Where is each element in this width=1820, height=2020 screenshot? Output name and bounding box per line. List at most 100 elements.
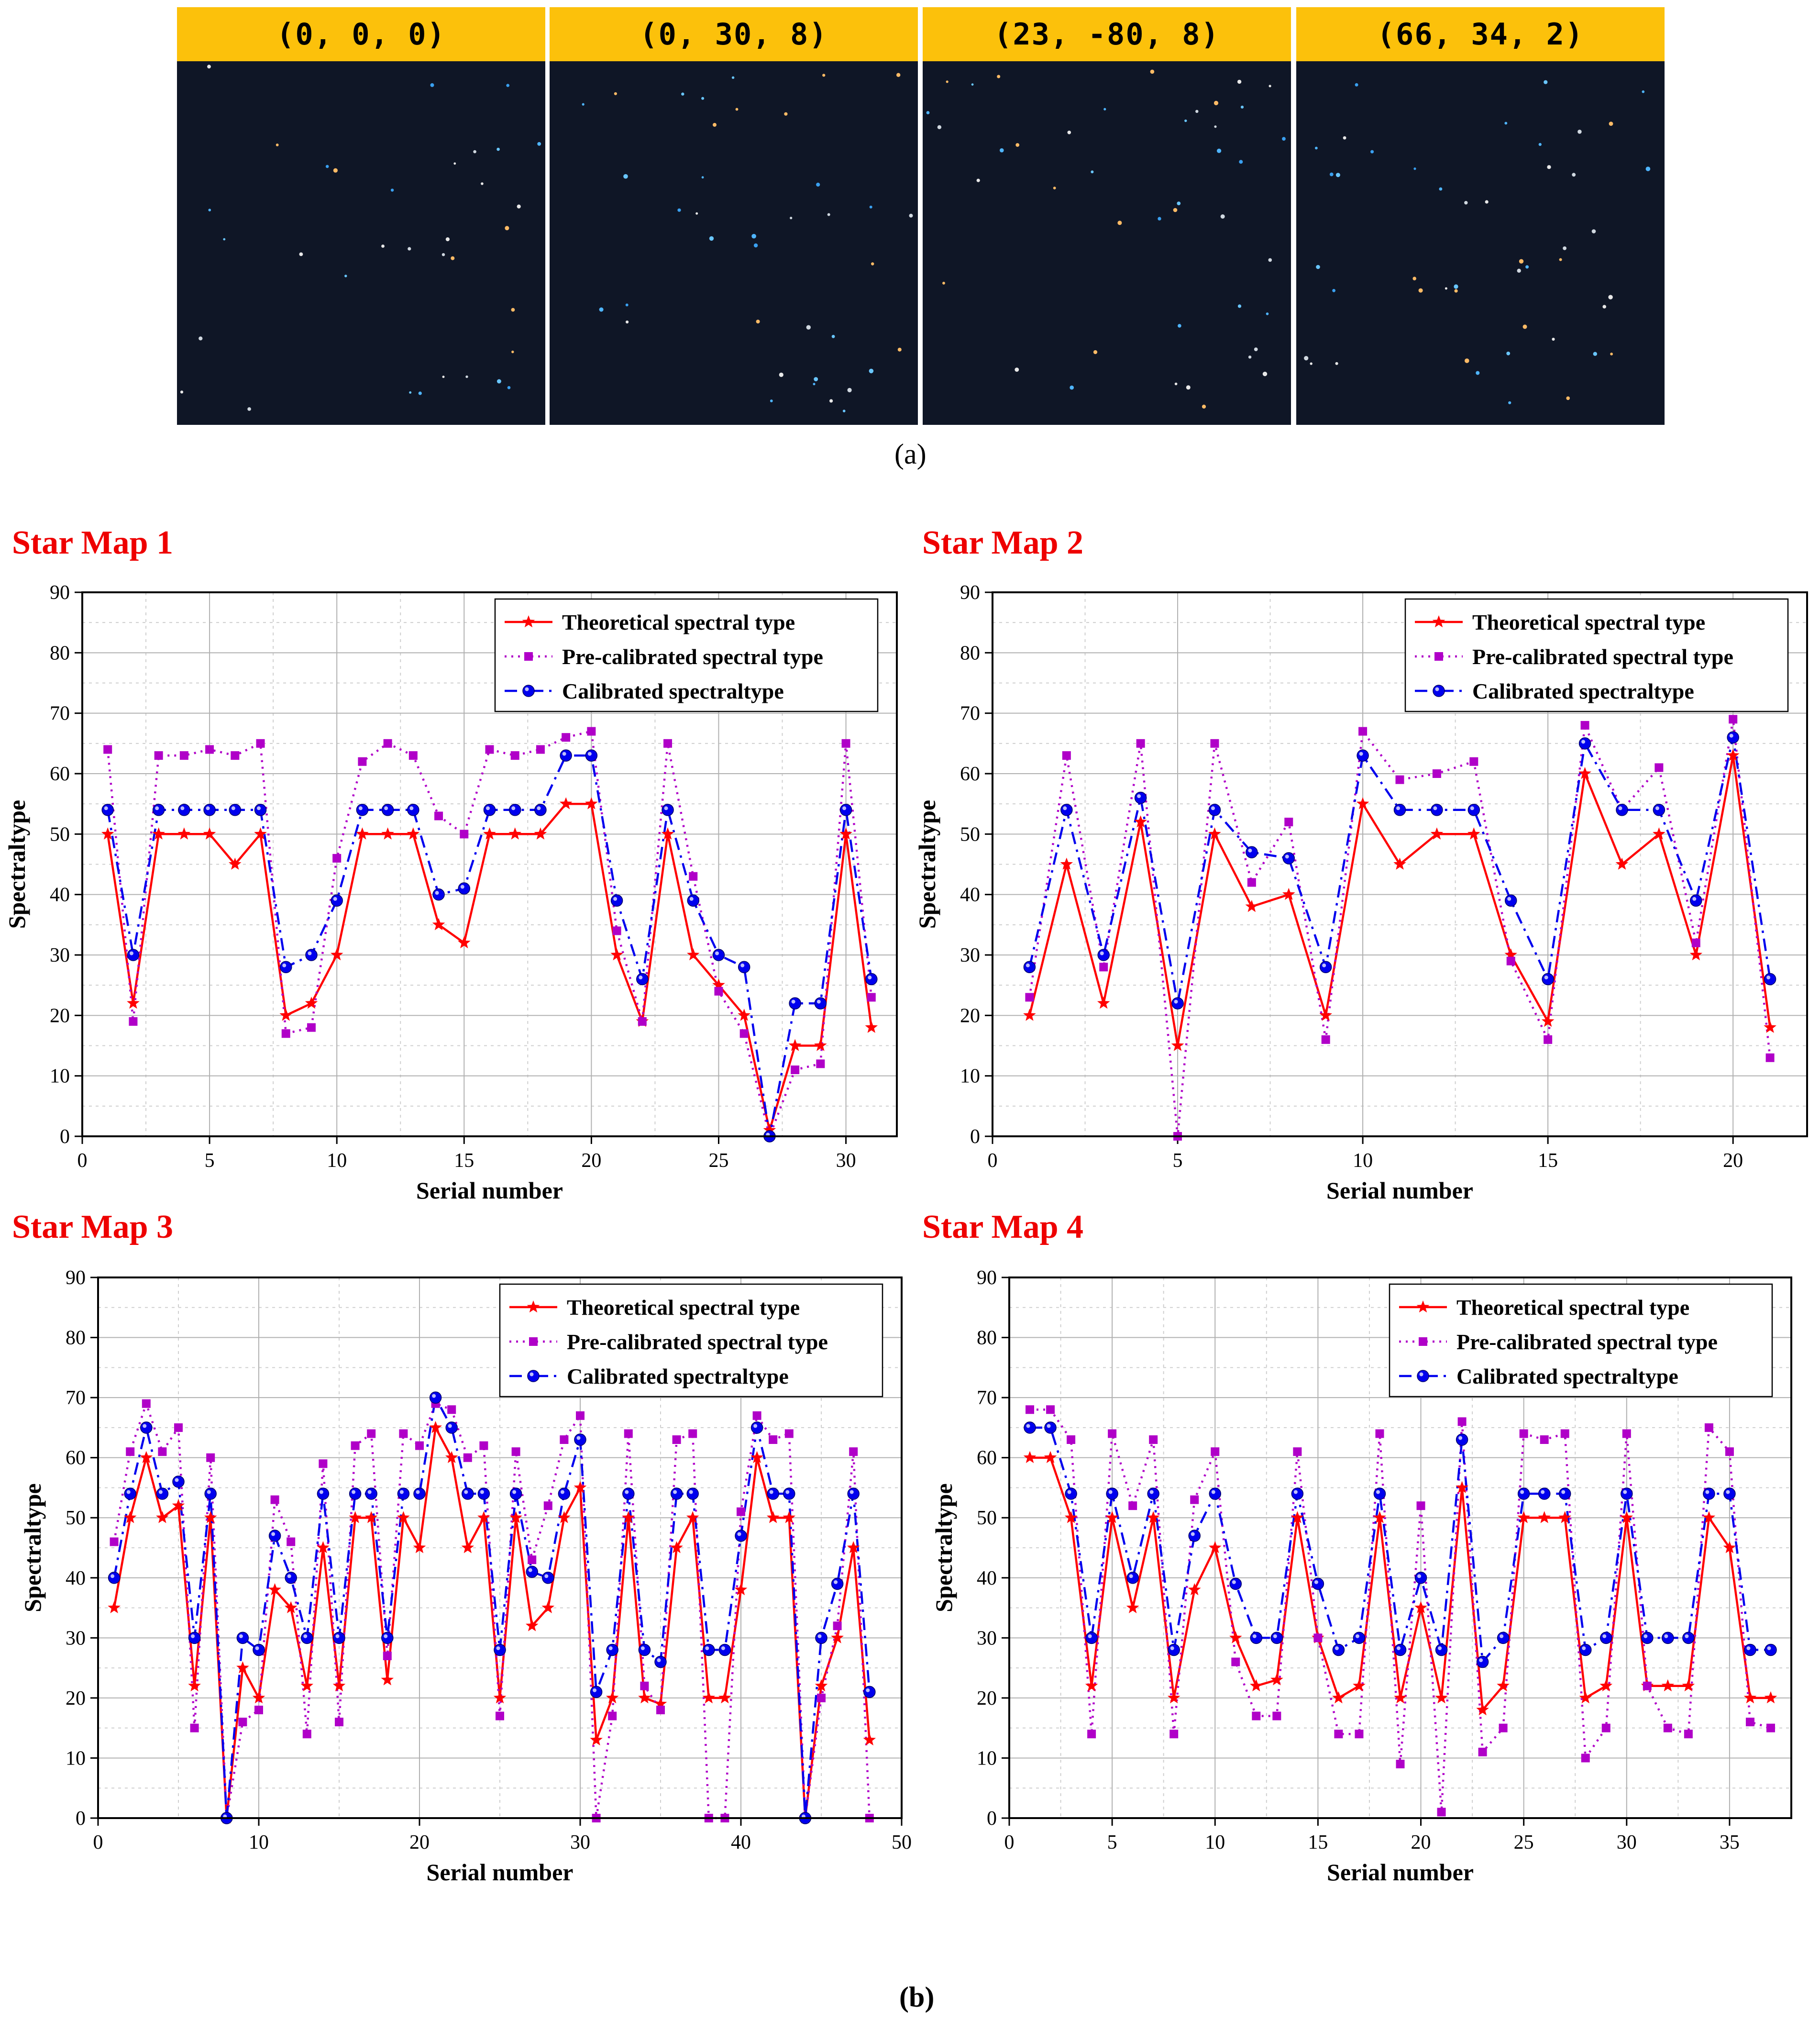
data-point-square — [1046, 1405, 1055, 1414]
data-point-circle-highlight — [143, 1424, 147, 1428]
data-point-square — [587, 727, 596, 736]
star-dot — [453, 162, 456, 165]
data-point-circle — [1616, 804, 1628, 816]
data-point-circle — [865, 973, 878, 986]
data-point-star — [177, 827, 191, 840]
star-dot — [827, 213, 830, 216]
chart-title-1: Star Map 1 — [12, 524, 174, 561]
data-point-star — [1764, 1021, 1776, 1033]
data-point-circle-highlight — [367, 1490, 372, 1494]
star-dot — [1177, 201, 1181, 205]
star-dot — [199, 336, 203, 341]
star-field-3 — [923, 61, 1291, 425]
chart-2: 0 5 10 15 20 0 10 20 30 40 50 60 70 80 90 Serial number… — [914, 582, 1808, 1204]
data-point-star — [1538, 1511, 1551, 1523]
star-dot — [1237, 79, 1242, 84]
data-point-circle — [331, 894, 343, 907]
star-dot — [505, 226, 509, 231]
data-point-circle-highlight — [842, 806, 847, 810]
star-dot — [1202, 404, 1206, 409]
data-point-star — [686, 1511, 699, 1523]
data-point-square — [841, 739, 850, 748]
data-point-circle — [1456, 1433, 1468, 1446]
data-point-circle — [356, 804, 369, 816]
data-point-circle — [1250, 1632, 1263, 1644]
chart-title-2: Star Map 2 — [922, 524, 1084, 561]
data-point-circle — [268, 1530, 281, 1542]
data-point-circle-highlight — [1026, 963, 1030, 967]
x-tick-label: 25 — [1514, 1831, 1534, 1854]
data-point-star — [831, 1631, 844, 1643]
star-dot — [822, 74, 826, 77]
data-point-star — [525, 1619, 539, 1632]
star-dot — [1504, 122, 1508, 125]
data-point-circle-highlight — [1026, 1424, 1030, 1428]
data-point-circle-highlight — [239, 1634, 243, 1638]
y-tick-label: 50 — [50, 823, 70, 845]
legend-swatch-circle-highlight — [525, 687, 529, 691]
legend-swatch-star — [522, 615, 535, 628]
star-dot — [897, 347, 902, 352]
star-dot — [1262, 371, 1268, 377]
data-point-circle — [831, 1577, 844, 1590]
y-tick-label: 40 — [66, 1567, 86, 1589]
data-point-square — [833, 1621, 842, 1631]
data-point-circle-highlight — [673, 1490, 677, 1494]
star-dot — [1645, 166, 1651, 171]
data-point-circle — [381, 804, 394, 816]
data-point-star — [1282, 888, 1295, 900]
star-dot — [1240, 105, 1244, 109]
data-point-square — [1313, 1633, 1323, 1643]
data-point-circle — [534, 804, 547, 816]
legend-box — [494, 598, 879, 712]
data-point-star — [1394, 1691, 1407, 1704]
data-point-circle-highlight — [576, 1436, 581, 1440]
data-point-circle — [1044, 1421, 1057, 1434]
y-tick-label: 10 — [960, 1065, 980, 1088]
data-point-circle — [610, 894, 623, 907]
star-dot — [409, 391, 412, 394]
data-point-circle-highlight — [769, 1490, 773, 1494]
star-dot — [1593, 352, 1597, 356]
star-map-image-3: (23, -80, 8) — [923, 7, 1291, 425]
data-point-circle-highlight — [544, 1574, 549, 1578]
data-point-star — [1558, 1511, 1571, 1523]
star-dot — [1454, 289, 1458, 293]
legend: Theoretical spectral type Pre-calibrated … — [1389, 1283, 1773, 1398]
data-point-star — [734, 1583, 748, 1596]
star-dot — [1572, 173, 1576, 177]
legend-label: Pre-calibrated spectral type — [567, 1330, 828, 1354]
data-point-square — [528, 1555, 537, 1565]
data-point-circle — [1690, 894, 1702, 907]
data-point-square — [1025, 993, 1034, 1002]
data-point-square — [1519, 1429, 1528, 1438]
data-point-square — [1252, 1711, 1261, 1720]
legend-box — [499, 1283, 883, 1398]
data-point-circle — [814, 997, 827, 1010]
data-point-circle-highlight — [1766, 976, 1771, 980]
data-point-circle — [1764, 973, 1776, 986]
data-point-circle — [280, 961, 292, 974]
y-tick-label: 90 — [960, 582, 980, 604]
data-point-circle-highlight — [207, 1490, 211, 1494]
data-point-square — [158, 1447, 167, 1456]
data-point-circle — [1209, 1487, 1222, 1500]
data-point-circle — [152, 804, 165, 816]
data-point-square — [1099, 963, 1108, 972]
data-point-circle — [703, 1643, 715, 1656]
star-dot — [831, 334, 835, 338]
data-point-circle-highlight — [737, 1532, 741, 1536]
data-point-square — [351, 1441, 360, 1450]
data-point-circle-highlight — [1047, 1424, 1051, 1428]
star-dot — [390, 189, 394, 192]
data-point-circle — [1662, 1632, 1674, 1644]
data-point-square — [672, 1435, 681, 1444]
data-point-star — [445, 1451, 458, 1463]
data-point-square — [1190, 1495, 1199, 1504]
x-axis-label: Serial number — [1327, 1859, 1474, 1886]
data-point-circle — [636, 973, 649, 986]
star-dot — [481, 182, 484, 185]
data-point-square — [1247, 878, 1256, 887]
data-point-circle-highlight — [705, 1646, 709, 1650]
data-point-circle-highlight — [287, 1574, 291, 1578]
